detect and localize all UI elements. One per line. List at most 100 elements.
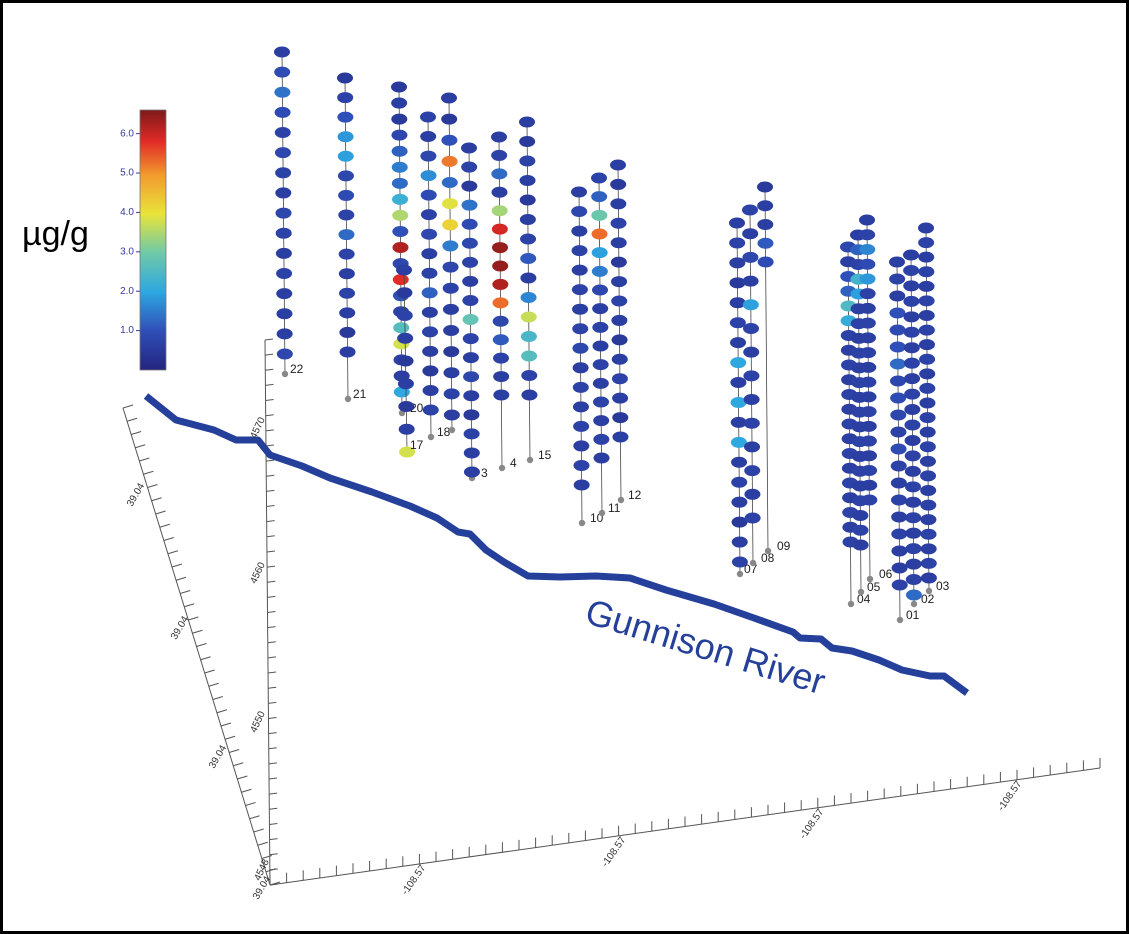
sample xyxy=(859,214,875,226)
colorbar-tick-label: 1.0 xyxy=(120,325,134,336)
axis-tick xyxy=(265,353,274,356)
borehole-label: 11 xyxy=(608,501,621,515)
axis-tick xyxy=(257,841,268,846)
sample xyxy=(919,397,936,409)
sample xyxy=(918,310,935,321)
sample xyxy=(442,240,459,252)
borehole-label: 15 xyxy=(538,448,552,462)
sample xyxy=(521,350,538,362)
sample xyxy=(392,274,409,286)
sample xyxy=(890,375,907,387)
axis-tick xyxy=(175,576,187,581)
axis-tick xyxy=(204,669,215,674)
sample xyxy=(918,280,935,292)
sample xyxy=(919,353,936,365)
sample xyxy=(397,332,414,344)
sample xyxy=(393,322,410,334)
sample xyxy=(904,465,921,477)
sample xyxy=(591,228,608,240)
axis-tick xyxy=(261,855,272,859)
colorbar-tick-label: 5.0 xyxy=(120,168,134,179)
sample xyxy=(743,346,760,358)
sample xyxy=(920,572,937,584)
sample xyxy=(731,516,748,528)
borehole: 21 xyxy=(337,72,367,403)
colorbar-tick-label: 4.0 xyxy=(120,207,134,218)
sample xyxy=(859,317,876,329)
axis-tick xyxy=(237,775,248,780)
axis-tick xyxy=(266,520,275,523)
sample xyxy=(443,324,460,336)
sample xyxy=(339,287,356,299)
sample xyxy=(918,251,935,263)
sample xyxy=(918,339,935,351)
sample xyxy=(274,127,291,139)
sample xyxy=(890,443,907,455)
sample xyxy=(441,113,458,125)
borehole: 02 xyxy=(903,249,935,608)
borehole-label: 18 xyxy=(437,425,451,439)
sample xyxy=(571,225,588,237)
sample xyxy=(730,396,747,408)
sample xyxy=(918,324,935,336)
sample xyxy=(443,346,460,358)
axis-tick xyxy=(268,762,277,765)
sample xyxy=(492,260,509,272)
sample xyxy=(611,295,628,307)
sample xyxy=(461,237,478,249)
axis-tick xyxy=(268,777,278,780)
sample xyxy=(339,307,356,319)
axis-tick xyxy=(269,838,278,841)
axis-tick xyxy=(268,686,277,689)
sample xyxy=(421,228,438,240)
sample xyxy=(572,401,589,413)
sample xyxy=(744,512,761,524)
sample xyxy=(852,539,869,551)
sample xyxy=(442,303,459,315)
borehole-label: 08 xyxy=(761,551,775,565)
sample xyxy=(463,428,480,440)
sample xyxy=(492,334,509,346)
sample xyxy=(859,258,876,270)
sample xyxy=(904,434,921,446)
sample xyxy=(491,223,508,235)
sample xyxy=(593,433,610,445)
sample xyxy=(493,352,510,364)
sample xyxy=(520,272,537,284)
borehole: 3 xyxy=(461,142,488,482)
sample xyxy=(571,264,588,276)
sample xyxy=(593,396,610,408)
sample xyxy=(337,131,354,143)
sample xyxy=(611,373,628,385)
sample xyxy=(572,342,589,354)
sample xyxy=(890,409,907,421)
axis-tick xyxy=(268,747,277,750)
sample xyxy=(592,340,609,352)
sample xyxy=(903,264,920,276)
sample xyxy=(744,488,761,500)
sample xyxy=(860,435,877,447)
borehole-base xyxy=(427,433,435,441)
sample xyxy=(905,574,922,586)
axis-tick xyxy=(208,682,219,687)
sample xyxy=(275,167,292,179)
sample xyxy=(903,326,920,338)
axis-tick xyxy=(265,868,277,873)
sample xyxy=(859,332,876,344)
sample xyxy=(396,310,413,321)
sample xyxy=(889,273,906,285)
sample xyxy=(443,388,460,400)
axis-tick xyxy=(269,822,278,825)
sample xyxy=(397,378,414,390)
sample xyxy=(591,209,608,221)
borehole: 11 xyxy=(591,172,621,517)
sample xyxy=(339,326,356,338)
sample xyxy=(492,242,509,254)
sample xyxy=(757,200,774,212)
sample xyxy=(757,237,774,249)
sample xyxy=(903,249,919,261)
axis-tick xyxy=(143,470,154,475)
sample xyxy=(461,180,478,192)
sample xyxy=(757,181,773,193)
sample xyxy=(904,373,921,385)
